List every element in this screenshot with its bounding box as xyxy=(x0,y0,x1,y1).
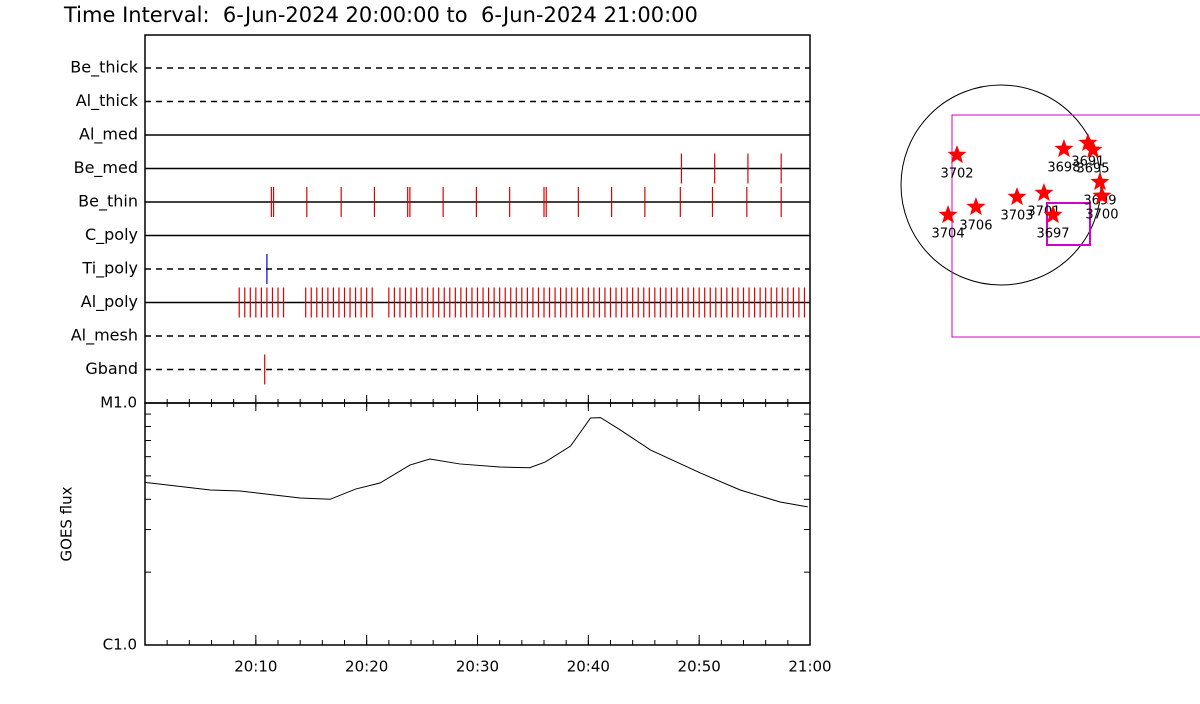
region-star xyxy=(938,205,958,224)
region-label: 3704 xyxy=(932,227,965,242)
x-tick-label: 21:00 xyxy=(788,658,831,676)
row-label: Al_med xyxy=(79,125,138,145)
region-label: 3700 xyxy=(1085,207,1118,222)
region-label: 3695 xyxy=(1076,161,1109,176)
row-label: Be_thin xyxy=(78,192,138,212)
region-label: 3698 xyxy=(1047,161,1080,176)
row-label: Al_thick xyxy=(76,91,139,111)
row-label: Al_mesh xyxy=(71,326,138,346)
region-star xyxy=(1054,139,1074,158)
row-label: Ti_poly xyxy=(81,259,138,279)
region-star xyxy=(966,197,986,216)
region-star xyxy=(1078,133,1098,152)
chart-title: Time Interval: 6-Jun-2024 20:00:00 to 6-… xyxy=(63,3,698,27)
row-label: Gband xyxy=(85,359,138,378)
region-label: 3703 xyxy=(1000,209,1033,224)
flux-line xyxy=(144,417,808,508)
x-tick-label: 20:50 xyxy=(678,658,721,676)
row-label: Be_med xyxy=(74,158,138,178)
x-tick-label: 20:20 xyxy=(345,658,388,676)
y-tick-label: C1.0 xyxy=(103,636,137,654)
region-label: 3697 xyxy=(1036,227,1069,242)
region-star xyxy=(1090,172,1110,191)
region-label: 3691 xyxy=(1071,155,1104,170)
region-star xyxy=(947,145,967,164)
region-star xyxy=(1007,187,1027,206)
detail-box xyxy=(1046,202,1091,246)
row-label: Al_poly xyxy=(81,292,138,312)
region-label: 3702 xyxy=(940,167,973,182)
y-axis-label: GOES flux xyxy=(58,486,76,561)
region-star xyxy=(1083,139,1103,159)
fov-box xyxy=(951,114,1200,338)
region-star xyxy=(1092,185,1112,205)
x-tick-label: 20:40 xyxy=(567,658,610,676)
region-star xyxy=(1043,205,1063,224)
y-tick-label: M1.0 xyxy=(100,394,137,412)
x-tick-label: 20:10 xyxy=(234,658,277,676)
region-label: 3706 xyxy=(959,219,992,234)
x-tick-label: 20:30 xyxy=(456,658,499,676)
row-label: Be_thick xyxy=(70,58,138,78)
row-label: C_poly xyxy=(85,225,138,245)
region-star xyxy=(1034,183,1054,202)
